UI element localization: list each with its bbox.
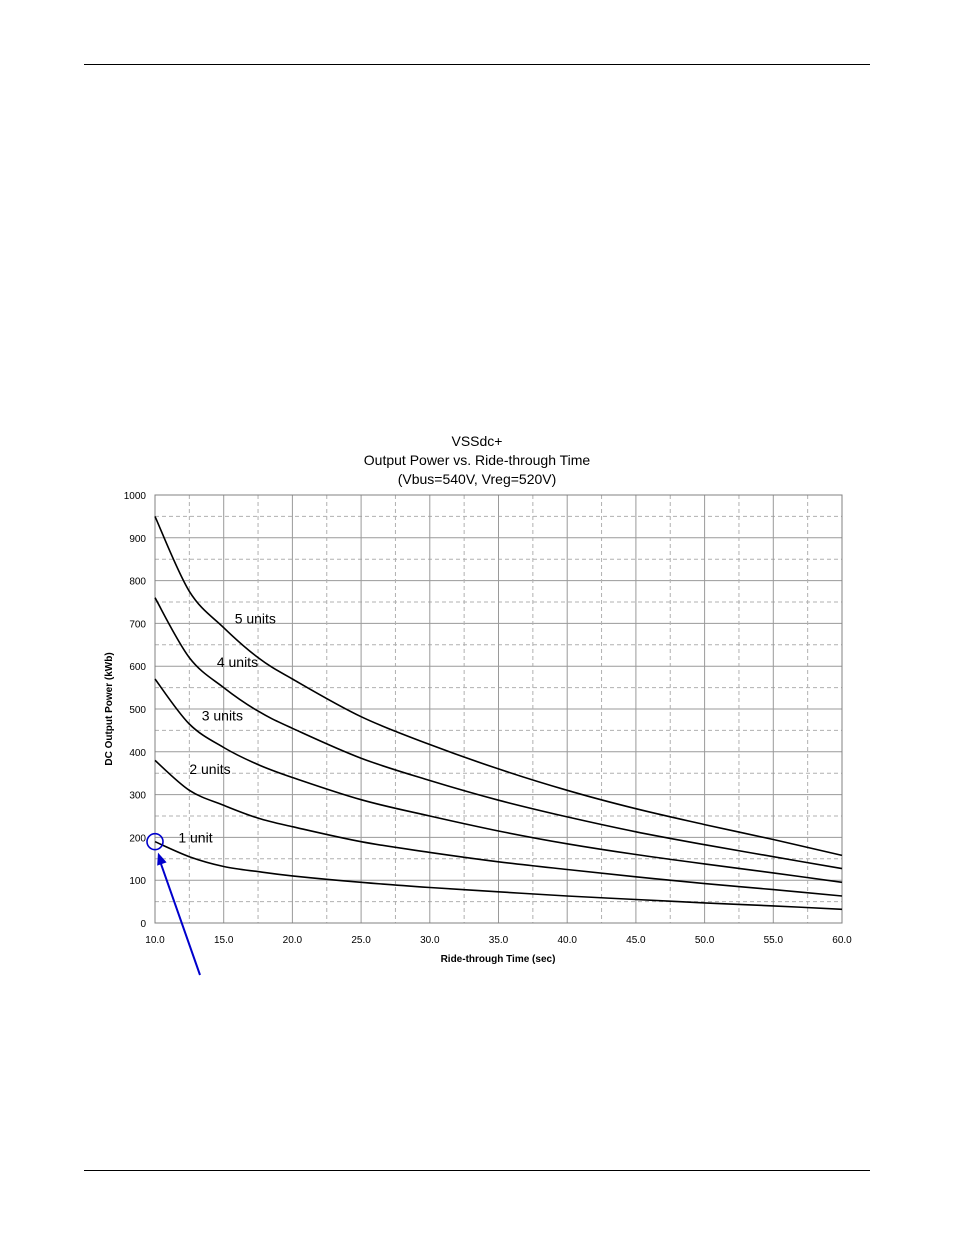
grid [155, 495, 842, 923]
series-label: 2 units [189, 761, 230, 777]
series-labels: 5 units 4 units 3 units 2 units 1 unit [178, 610, 276, 845]
y-tick-label: 200 [129, 833, 146, 844]
annotation-arrow-head [157, 852, 167, 866]
y-tick-label: 700 [129, 619, 146, 630]
series-line [154, 840, 843, 911]
y-tick-label: 600 [129, 662, 146, 673]
series-label: 3 units [202, 708, 243, 724]
x-tick-label: 35.0 [489, 935, 509, 946]
x-tick-label: 40.0 [557, 935, 577, 946]
highlight-annotation [146, 832, 201, 976]
plot-area [154, 494, 843, 924]
x-tick-label: 45.0 [626, 935, 646, 946]
series-line [154, 678, 843, 884]
chart-title-line-2: Output Power vs. Ride-through Time [364, 452, 591, 468]
y-tick-label: 400 [129, 748, 146, 759]
y-tick-label: 300 [129, 791, 146, 802]
x-tick-label: 10.0 [145, 935, 165, 946]
series-label: 5 units [235, 610, 276, 626]
y-tick-label: 800 [129, 577, 146, 588]
series-line [154, 759, 843, 897]
footer-rule [84, 1170, 870, 1171]
y-tick-label: 100 [129, 876, 146, 887]
x-tick-label: 50.0 [695, 935, 715, 946]
y-tick-label: 500 [129, 705, 146, 716]
chart-title-line-1: VSSdc+ [452, 433, 503, 449]
y-tick-label: 0 [140, 919, 146, 930]
x-tick-label: 60.0 [832, 935, 852, 946]
x-tick-label: 55.0 [764, 935, 784, 946]
x-tick-label: 20.0 [283, 935, 303, 946]
x-tick-label: 25.0 [351, 935, 371, 946]
y-axis-title: DC Output Power (kWb) [104, 652, 115, 765]
series-lines [154, 516, 843, 911]
y-tick-label: 900 [129, 534, 146, 545]
axis-ticks: 10.0 15.0 20.0 25.0 30.0 35.0 40.0 45.0 50.0 55.0… [124, 491, 852, 946]
header-rule [84, 64, 870, 65]
x-tick-label: 30.0 [420, 935, 440, 946]
series-line [154, 597, 843, 870]
chart-title-line-3: (Vbus=540V, Vreg=520V) [398, 471, 557, 487]
x-tick-label: 15.0 [214, 935, 234, 946]
annotation-arrow-shaft [158, 859, 201, 976]
series-line [154, 516, 843, 857]
x-axis-title: Ride-through Time (sec) [441, 954, 556, 965]
y-tick-label: 1000 [124, 491, 147, 502]
series-label: 4 units [217, 654, 258, 670]
series-label: 1 unit [178, 830, 212, 846]
highlight-circle [146, 832, 164, 851]
